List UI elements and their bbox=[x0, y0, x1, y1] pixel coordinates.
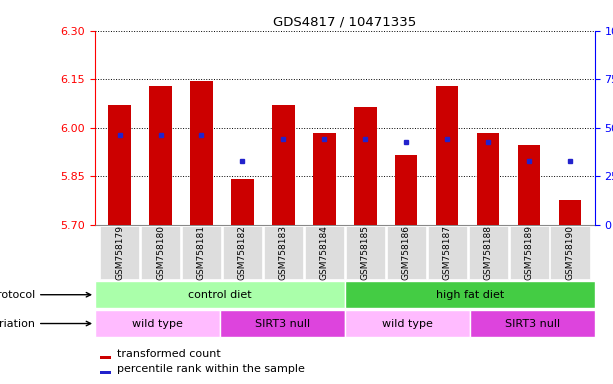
Text: SIRT3 null: SIRT3 null bbox=[504, 318, 560, 329]
FancyBboxPatch shape bbox=[428, 226, 466, 279]
FancyBboxPatch shape bbox=[95, 310, 220, 337]
Text: GSM758188: GSM758188 bbox=[484, 225, 493, 280]
FancyBboxPatch shape bbox=[95, 281, 345, 308]
Text: wild type: wild type bbox=[382, 318, 433, 329]
FancyBboxPatch shape bbox=[264, 226, 303, 279]
FancyBboxPatch shape bbox=[468, 226, 508, 279]
Bar bbox=[477, 132, 500, 225]
FancyBboxPatch shape bbox=[345, 281, 595, 308]
FancyBboxPatch shape bbox=[223, 226, 262, 279]
Text: genotype/variation: genotype/variation bbox=[0, 318, 91, 329]
Text: percentile rank within the sample: percentile rank within the sample bbox=[118, 364, 305, 374]
Text: GSM758189: GSM758189 bbox=[525, 225, 533, 280]
Text: GSM758182: GSM758182 bbox=[238, 225, 247, 280]
Text: GSM758183: GSM758183 bbox=[279, 225, 288, 280]
Bar bbox=[436, 86, 459, 225]
FancyBboxPatch shape bbox=[550, 226, 590, 279]
Text: GSM758179: GSM758179 bbox=[115, 225, 124, 280]
Text: GSM758186: GSM758186 bbox=[402, 225, 411, 280]
Text: GSM758180: GSM758180 bbox=[156, 225, 165, 280]
Text: SIRT3 null: SIRT3 null bbox=[255, 318, 310, 329]
Bar bbox=[272, 105, 295, 225]
Text: GSM758181: GSM758181 bbox=[197, 225, 206, 280]
Bar bbox=[150, 86, 172, 225]
Text: high fat diet: high fat diet bbox=[436, 290, 504, 300]
FancyBboxPatch shape bbox=[141, 226, 180, 279]
Bar bbox=[100, 371, 111, 374]
Text: GSM758190: GSM758190 bbox=[566, 225, 574, 280]
Text: control diet: control diet bbox=[188, 290, 252, 300]
FancyBboxPatch shape bbox=[182, 226, 221, 279]
FancyBboxPatch shape bbox=[470, 310, 595, 337]
FancyBboxPatch shape bbox=[387, 226, 426, 279]
Bar bbox=[313, 132, 335, 225]
Title: GDS4817 / 10471335: GDS4817 / 10471335 bbox=[273, 15, 416, 28]
Text: GSM758185: GSM758185 bbox=[361, 225, 370, 280]
Text: GSM758187: GSM758187 bbox=[443, 225, 452, 280]
FancyBboxPatch shape bbox=[346, 226, 385, 279]
FancyBboxPatch shape bbox=[305, 226, 344, 279]
Text: wild type: wild type bbox=[132, 318, 183, 329]
Bar bbox=[100, 356, 111, 359]
Bar bbox=[559, 200, 581, 225]
Text: transformed count: transformed count bbox=[118, 349, 221, 359]
Bar bbox=[354, 107, 376, 225]
Bar bbox=[395, 155, 417, 225]
Text: protocol: protocol bbox=[0, 290, 91, 300]
FancyBboxPatch shape bbox=[220, 310, 345, 337]
Bar bbox=[231, 179, 254, 225]
FancyBboxPatch shape bbox=[345, 310, 470, 337]
Bar bbox=[109, 105, 131, 225]
Text: GSM758184: GSM758184 bbox=[320, 225, 329, 280]
FancyBboxPatch shape bbox=[509, 226, 549, 279]
Bar bbox=[190, 81, 213, 225]
Bar bbox=[518, 146, 540, 225]
FancyBboxPatch shape bbox=[100, 226, 139, 279]
